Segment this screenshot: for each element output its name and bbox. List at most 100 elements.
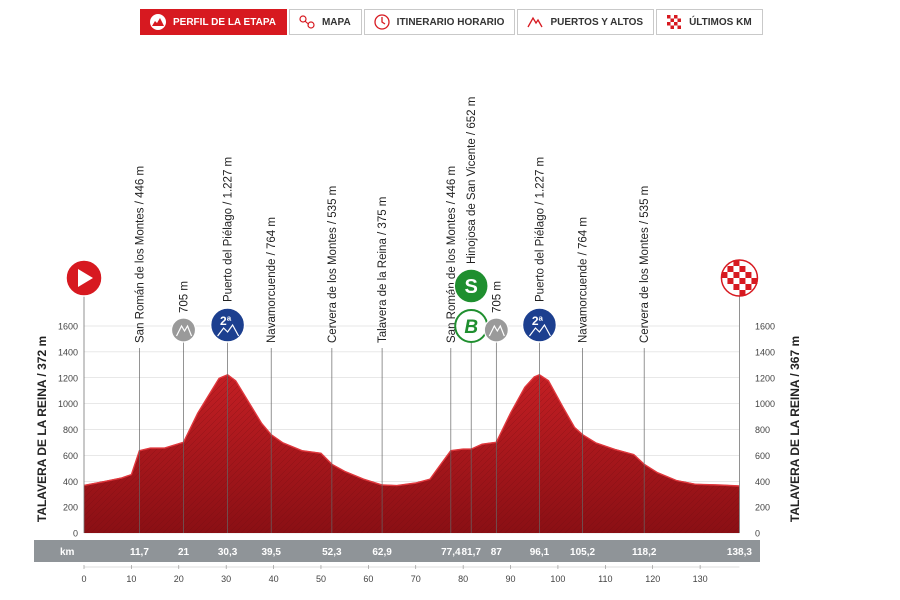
- y-tick-label-left: 0: [73, 529, 78, 539]
- finish-checker-icon: [721, 260, 758, 296]
- finish-label: TALAVERA DE LA REINA / 367 m: [788, 336, 802, 522]
- start-label: TALAVERA DE LA REINA / 372 m: [35, 336, 49, 522]
- km-bar-value: 118,2: [632, 547, 657, 558]
- km-bar-value: 30,3: [218, 547, 238, 558]
- x-tick-label: 50: [316, 574, 326, 584]
- y-tick-label-right: 1600: [755, 322, 775, 332]
- x-tick-label: 100: [550, 574, 565, 584]
- y-tick-label-right: 200: [755, 503, 770, 513]
- map-icon: [298, 13, 316, 31]
- clock-icon: [373, 13, 391, 31]
- y-tick-label-left: 200: [63, 503, 78, 513]
- checker-square: [733, 260, 740, 266]
- x-tick-label: 60: [363, 574, 373, 584]
- checker-square: [745, 284, 752, 290]
- y-tick-label-left: 1200: [58, 373, 78, 383]
- poi-label: 705 m: [179, 281, 191, 313]
- checker-square: [739, 266, 746, 272]
- y-tick-label-left: 1400: [58, 347, 78, 357]
- x-tick-label: 80: [458, 574, 468, 584]
- tab-label: ITINERARIO HORARIO: [396, 16, 505, 28]
- km-bar-value: 96,1: [530, 547, 550, 558]
- checker-square: [751, 278, 758, 284]
- checkered-flag-icon: [665, 13, 683, 31]
- y-tick-label-right: 0: [755, 529, 760, 539]
- x-tick-label: 110: [598, 574, 612, 584]
- x-tick-label: 20: [174, 574, 184, 584]
- y-tick-label-right: 1000: [755, 399, 775, 409]
- start-play-icon: [78, 269, 93, 287]
- mountain-icon: [526, 13, 544, 31]
- poi-label: Hinojosa de San Vicente / 652 m: [466, 97, 478, 264]
- stage-profile-chart: km 11,7 21 30,3 39,5 52,3 62,9 77,4 81,7 87 96,1 10…: [34, 97, 802, 584]
- x-tick-label: 130: [693, 574, 708, 584]
- tab-last-km[interactable]: ÚLTIMOS KM: [656, 9, 763, 35]
- poi-label: Puerto del Piélago / 1.227 m: [223, 157, 235, 302]
- y-tick-label-right: 1200: [755, 373, 775, 383]
- tab-map[interactable]: MAPA: [288, 9, 362, 35]
- checker-square: [733, 272, 740, 278]
- checker-square: [739, 278, 746, 284]
- poi-label: San Román de los Montes / 446 m: [446, 166, 458, 343]
- intermediate-sprint-icon: [453, 268, 489, 304]
- y-tick-label-right: 800: [755, 425, 770, 435]
- km-bar-value: 39,5: [261, 547, 281, 558]
- checker-square: [739, 290, 746, 296]
- poi-label: Puerto del Piélago / 1.227 m: [534, 157, 546, 302]
- tab-stage-profile[interactable]: PERFIL DE LA ETAPA: [140, 9, 287, 35]
- km-bar-label: km: [60, 547, 75, 558]
- y-tick-label-left: 600: [63, 451, 78, 461]
- checker-square: [727, 278, 734, 284]
- x-tick-label: 70: [411, 574, 421, 584]
- checker-square: [721, 272, 728, 278]
- poi-label: San Román de los Montes / 446 m: [134, 166, 146, 343]
- km-bar-value: 11,7: [130, 547, 149, 558]
- y-tick-label-left: 400: [63, 477, 78, 487]
- checker-square: [745, 272, 752, 278]
- km-bar-value: 138,3: [727, 547, 752, 558]
- mountain-peak-icon: [217, 323, 240, 337]
- poi-label: Cervera de los Montes / 535 m: [639, 186, 651, 343]
- km-bar-value: 87: [491, 547, 503, 558]
- checker-square: [727, 266, 734, 272]
- x-tick-label: 120: [645, 574, 660, 584]
- x-tick-label: 30: [221, 574, 231, 584]
- y-tick-label-left: 800: [63, 425, 78, 435]
- poi-label: Cervera de los Montes / 535 m: [327, 186, 339, 343]
- y-tick-label-left: 1600: [58, 322, 78, 332]
- x-tick-label: 10: [126, 574, 136, 584]
- tab-schedule[interactable]: ITINERARIO HORARIO: [363, 9, 516, 35]
- sprint-mountain-icon: [488, 324, 505, 337]
- y-tick-label-right: 400: [755, 477, 770, 487]
- km-bar-value: 77,4: [441, 547, 461, 558]
- tab-label: PUERTOS Y ALTOS: [550, 16, 644, 28]
- stage-tabs: PERFIL DE LA ETAPA MAPA ITINERARIO HORAR…: [140, 9, 763, 35]
- profile-ridge: [83, 374, 740, 487]
- y-tick-label-left: 1000: [58, 399, 78, 409]
- mountain-category-label: 2ª: [220, 314, 232, 328]
- tab-label: PERFIL DE LA ETAPA: [173, 16, 276, 28]
- km-bar-value: 62,9: [372, 547, 392, 558]
- bonus-letter: B: [464, 317, 478, 338]
- mountain-category-label: 2ª: [532, 314, 544, 328]
- x-tick-label: 0: [81, 574, 86, 584]
- tab-label: ÚLTIMOS KM: [689, 16, 752, 28]
- poi-label: Navamorcuende / 764 m: [578, 217, 590, 343]
- checker-square: [733, 284, 740, 290]
- mountain-peak-icon: [528, 323, 551, 337]
- x-tick-label: 90: [506, 574, 516, 584]
- tab-climbs[interactable]: PUERTOS Y ALTOS: [517, 9, 655, 35]
- km-bar: [34, 540, 760, 562]
- km-bar-value: 81,7: [461, 547, 481, 558]
- x-tick-label: 40: [269, 574, 279, 584]
- elevation-texture: [84, 374, 740, 533]
- stage-profile-icon: [149, 13, 167, 31]
- poi-label: Talavera de la Reina / 375 m: [377, 197, 389, 343]
- y-tick-label-right: 600: [755, 451, 770, 461]
- km-bar-value: 105,2: [570, 547, 595, 558]
- poi-label: Navamorcuende / 764 m: [266, 217, 278, 343]
- sprint-mountain-icon: [175, 324, 193, 337]
- km-bar-value: 21: [178, 547, 190, 558]
- y-tick-label-right: 1400: [755, 347, 775, 357]
- poi-label: 705 m: [491, 281, 503, 313]
